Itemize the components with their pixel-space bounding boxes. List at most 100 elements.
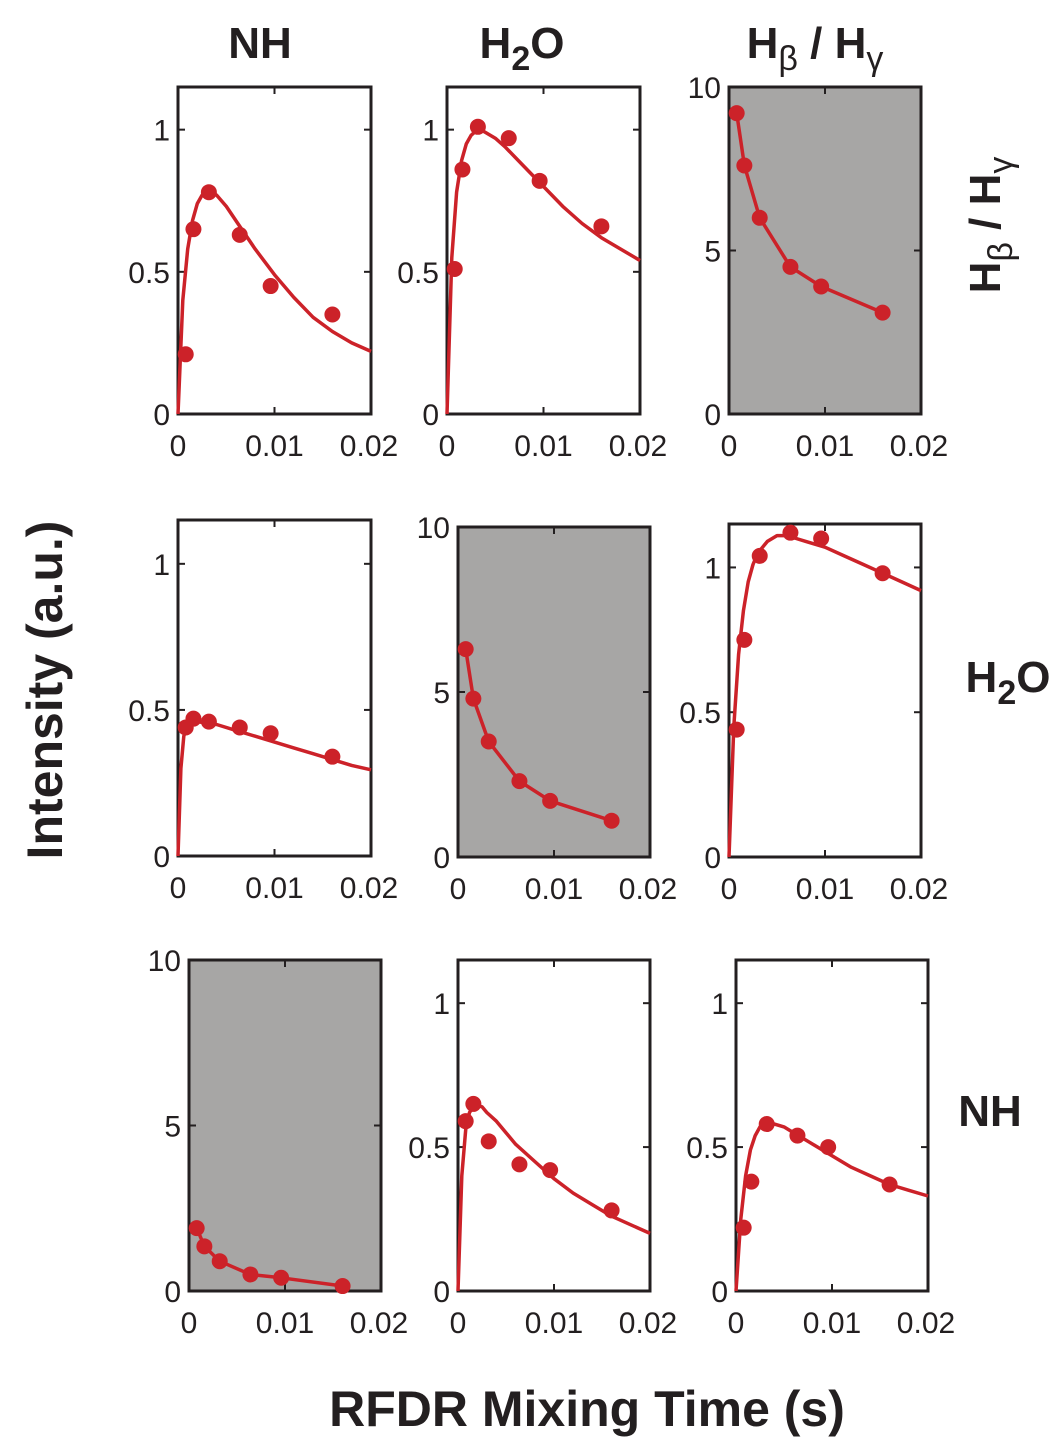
data-point — [177, 346, 194, 363]
data-point — [782, 524, 799, 541]
fit-curve — [445, 127, 641, 415]
panel-r2-c0: 0 5 10 0 0.01 0.02 — [148, 945, 409, 1340]
data-point — [789, 1127, 806, 1144]
x-tick-label: 0.02 — [619, 873, 677, 906]
data-point — [743, 1173, 760, 1190]
data-point — [231, 226, 248, 243]
x-tick-label: 0.01 — [256, 1307, 314, 1340]
data-point — [511, 1156, 528, 1173]
data-point — [531, 172, 548, 189]
data-point — [324, 748, 341, 765]
y-tick-label: 0 — [433, 842, 450, 875]
data-point — [480, 733, 497, 750]
y-tick-label: 1 — [704, 552, 721, 585]
data-point — [211, 1253, 228, 1270]
panel-frame — [445, 85, 642, 416]
row-header-h2o-sub: 2 — [997, 674, 1016, 712]
x-tick-label: 0.02 — [340, 430, 398, 463]
x-tick-label: 0 — [450, 1307, 467, 1340]
fit-curve — [734, 112, 884, 315]
y-tick-label: 1 — [433, 988, 450, 1021]
y-tick-label: 10 — [148, 945, 181, 978]
column-header-hgamma-sub: γ — [866, 40, 883, 78]
panel-frame — [456, 958, 652, 1293]
x-axis-title: RFDR Mixing Time (s) — [329, 1381, 845, 1437]
x-tick-label: 0.02 — [340, 872, 398, 905]
y-tick-label: 0 — [704, 399, 721, 432]
data-point — [782, 258, 799, 275]
column-header-h2o-tail: O — [530, 19, 564, 68]
data-point — [446, 260, 463, 277]
column-header-nh-main: NH — [228, 19, 292, 68]
data-point — [465, 690, 482, 707]
column-header-hbeta-hgamma: Hβ / Hγ — [747, 19, 884, 78]
y-tick-label: 0.5 — [128, 257, 170, 290]
data-point — [262, 278, 279, 295]
column-header-hgamma-text: / H — [798, 19, 866, 68]
column-header-hbeta-sub: β — [778, 40, 798, 78]
fit-curve — [176, 190, 372, 415]
x-tick-label: 0.01 — [514, 430, 572, 463]
data-point — [874, 304, 891, 321]
data-point — [735, 1219, 752, 1236]
data-point — [593, 218, 610, 235]
row-header-nh: NH — [958, 1087, 1022, 1136]
x-tick-label: 0 — [181, 1307, 198, 1340]
data-point — [273, 1269, 290, 1286]
data-point — [542, 1162, 559, 1179]
y-tick-label: 5 — [704, 236, 721, 269]
data-point — [185, 221, 202, 238]
x-tick-label: 0 — [721, 873, 738, 906]
y-tick-label: 0.5 — [128, 695, 170, 728]
x-tick-label: 0.02 — [890, 430, 948, 463]
column-header-nh: NH — [228, 19, 292, 68]
row-header-hgamma-sub: γ — [982, 157, 1020, 174]
data-point — [200, 713, 217, 730]
y-tick-label: 0 — [711, 1276, 728, 1309]
data-point — [231, 719, 248, 736]
row-header-h2o-tail: O — [1016, 653, 1050, 702]
y-tick-label: 1 — [711, 988, 728, 1021]
row-header-hbeta-sub: β — [982, 242, 1020, 262]
data-point — [736, 631, 753, 648]
row-header-hbeta-hgamma: Hβ / Hγ — [961, 157, 1020, 294]
panel-r0-c1: 0 0.5 1 0 0.01 0.02 — [397, 85, 667, 463]
x-tick-label: 0.02 — [897, 1307, 955, 1340]
data-point — [454, 161, 471, 178]
panel-background — [729, 87, 921, 414]
panel-r1-c2: 0 0.5 1 0 0.01 0.02 — [679, 522, 948, 906]
y-tick-label: 1 — [153, 549, 170, 582]
column-header-h2o-sub: 2 — [511, 40, 530, 78]
data-point — [751, 209, 768, 226]
data-point — [188, 1220, 205, 1237]
row-header-hbeta-main: H — [961, 262, 1010, 294]
row-header-h2o-main: H — [966, 653, 998, 702]
column-header-h2o-main: H — [480, 19, 512, 68]
y-tick-label: 0.5 — [679, 697, 721, 730]
row-header-nh-main: NH — [958, 1087, 1022, 1136]
x-tick-label: 0.02 — [609, 430, 667, 463]
fit-curve — [727, 533, 922, 858]
panel-r0-c2: 0 5 10 0 0.01 0.02 — [688, 72, 949, 463]
x-tick-label: 0 — [728, 1307, 745, 1340]
data-point — [603, 1202, 620, 1219]
row-header-h2o: H2O — [966, 653, 1051, 712]
column-header-hbeta-main: H — [747, 19, 779, 68]
fit-curve — [463, 648, 613, 823]
fit-curve — [456, 1103, 651, 1292]
x-tick-label: 0 — [170, 430, 187, 463]
x-tick-label: 0.01 — [796, 430, 854, 463]
y-tick-label: 5 — [164, 1111, 181, 1144]
panel-background — [189, 960, 381, 1291]
data-point — [874, 565, 891, 582]
data-point — [469, 118, 486, 135]
data-point — [813, 530, 830, 547]
x-tick-label: 0 — [450, 873, 467, 906]
y-tick-label: 0 — [153, 841, 170, 874]
data-point — [542, 792, 559, 809]
data-point — [758, 1116, 775, 1133]
data-point — [500, 130, 517, 147]
x-tick-label: 0.01 — [803, 1307, 861, 1340]
